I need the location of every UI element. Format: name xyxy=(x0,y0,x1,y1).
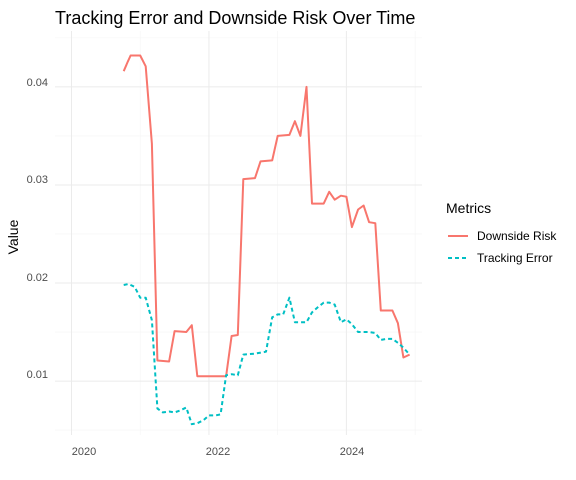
y-tick-label: 0.04 xyxy=(27,77,48,89)
series-line-tracking-error xyxy=(123,283,411,426)
x-tick-label: 2024 xyxy=(340,446,364,458)
y-tick-label: 0.02 xyxy=(27,272,48,284)
y-axis-title: Value xyxy=(5,219,21,254)
chart-title: Tracking Error and Downside Risk Over Ti… xyxy=(55,8,415,28)
y-axis: 0.01 0.02 0.03 0.04 xyxy=(27,77,48,381)
legend-title: Metrics xyxy=(446,200,491,216)
x-axis: 2020 2022 2024 xyxy=(72,446,364,458)
x-tick-label: 2022 xyxy=(206,446,230,458)
grid xyxy=(55,31,422,435)
series-lines xyxy=(122,54,411,426)
y-tick-label: 0.01 xyxy=(27,369,48,381)
y-tick-label: 0.03 xyxy=(27,174,48,186)
series-line-downside-risk xyxy=(122,54,411,378)
x-tick-label: 2020 xyxy=(72,446,96,458)
legend: Metrics Downside Risk Tracking Error xyxy=(446,200,557,265)
legend-label-downside-risk: Downside Risk xyxy=(477,229,557,243)
legend-label-tracking-error: Tracking Error xyxy=(477,251,553,265)
